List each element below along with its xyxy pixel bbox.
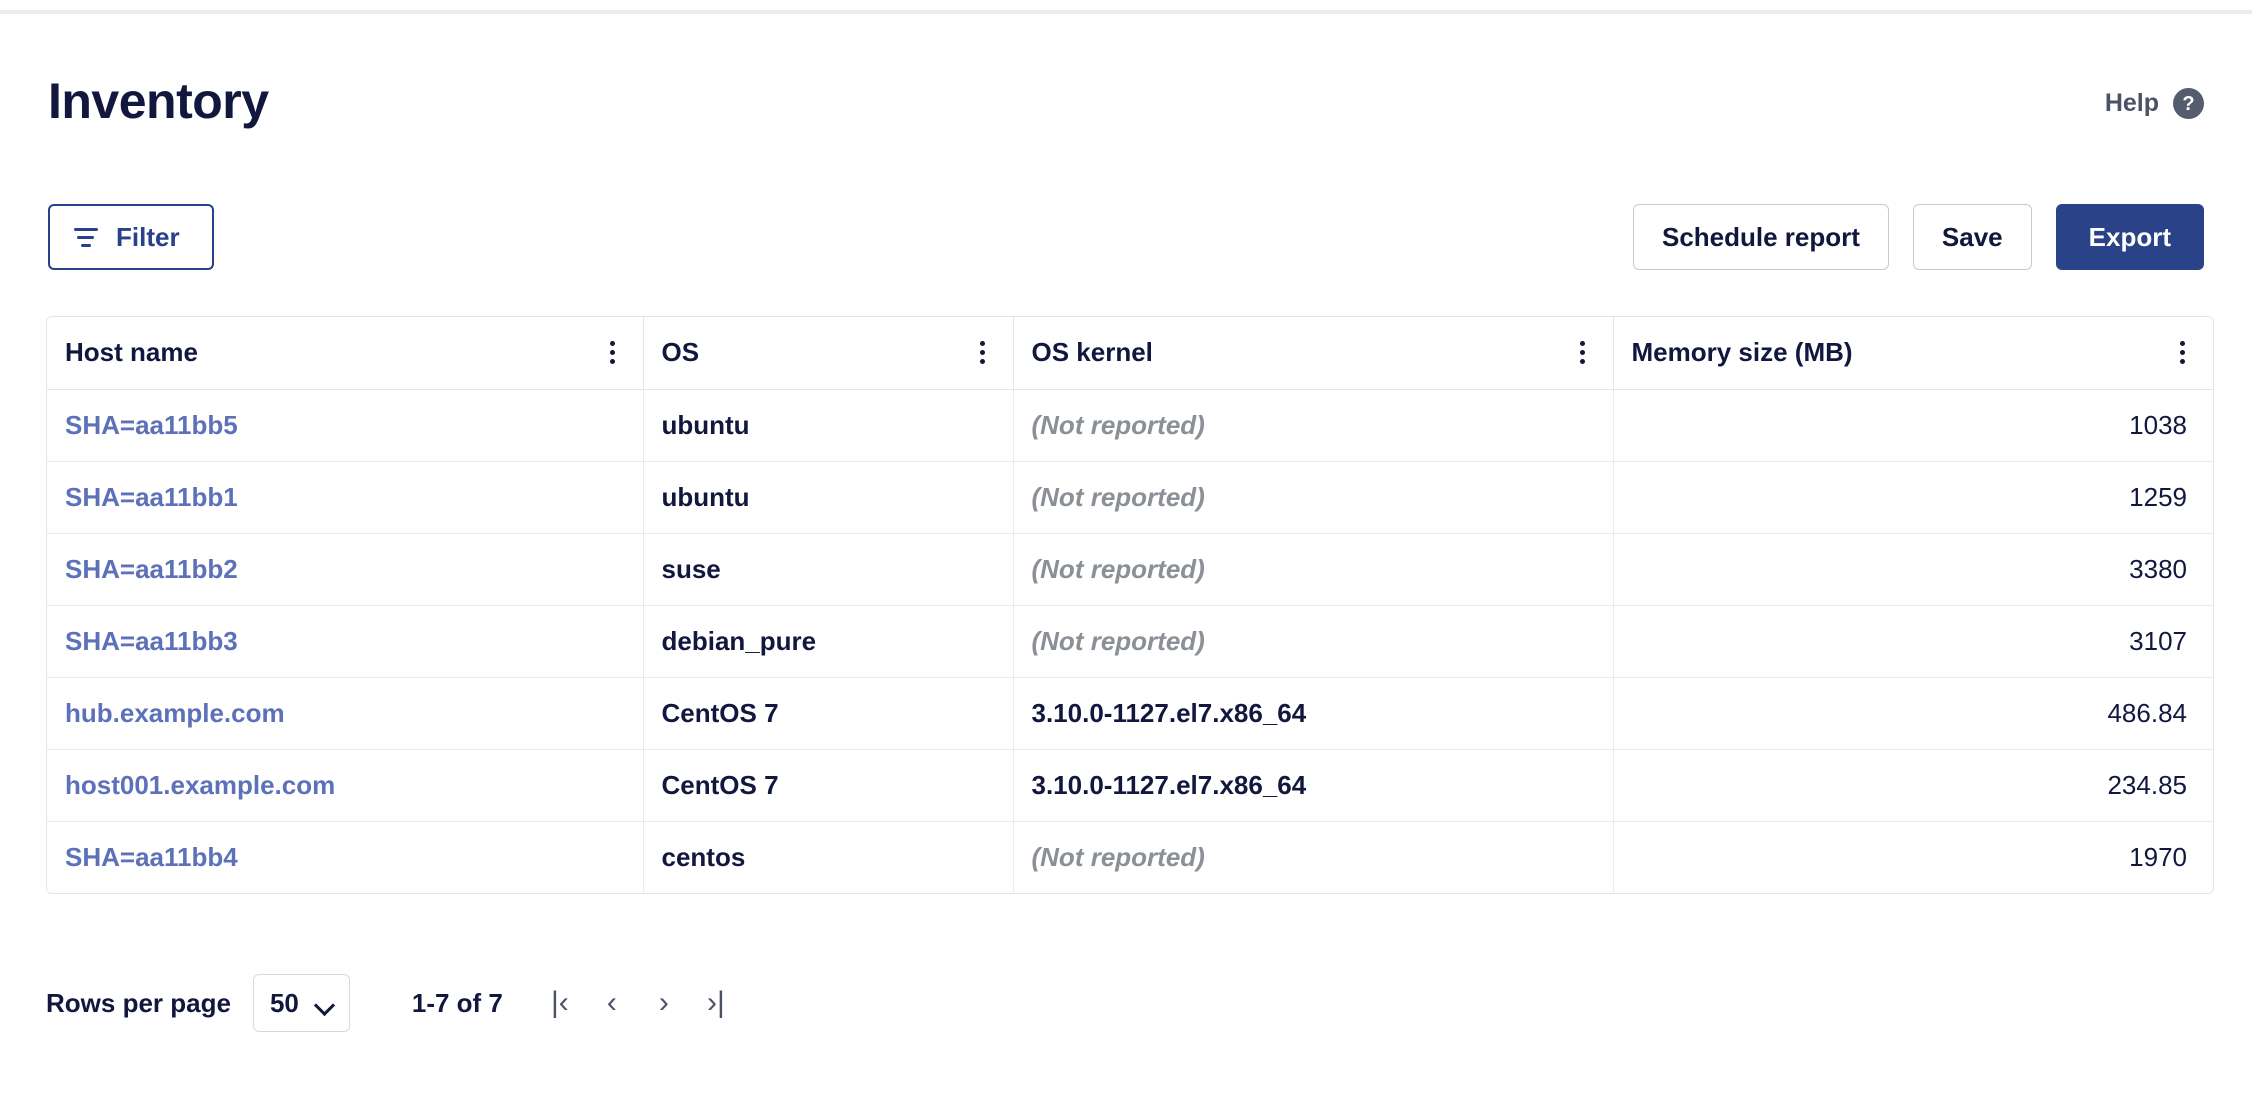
cell-os: ubuntu — [643, 389, 1014, 462]
host-link[interactable]: SHA=aa11bb4 — [65, 841, 238, 872]
cell-host-name: SHA=aa11bb1 — [47, 461, 644, 534]
filter-button-label: Filter — [116, 221, 180, 252]
table-row: SHA=aa11bb4 centos (Not reported) 1970 — [47, 821, 2213, 893]
column-header-memory-size: Memory size (MB) — [1613, 317, 2213, 390]
filter-icon — [74, 227, 98, 247]
page-header: Inventory Help ? — [48, 70, 2204, 144]
first-page-icon[interactable]: |‹ — [550, 986, 569, 1019]
table-row: SHA=aa11bb2 suse (Not reported) 3380 — [47, 533, 2213, 606]
cell-memory-size: 1259 — [1613, 461, 2213, 534]
question-mark-icon[interactable]: ? — [2173, 88, 2204, 119]
cell-host-name: host001.example.com — [47, 749, 644, 822]
cell-os-kernel: 3.10.0-1127.el7.x86_64 — [1013, 677, 1614, 750]
column-menu-icon-host-name[interactable] — [604, 335, 621, 370]
help-link[interactable]: Help ? — [2105, 88, 2204, 119]
cell-memory-size: 486.84 — [1613, 677, 2213, 750]
cell-host-name: SHA=aa11bb4 — [47, 821, 644, 893]
column-header-os-kernel: OS kernel — [1013, 317, 1614, 390]
cell-os-kernel: (Not reported) — [1013, 461, 1614, 534]
cell-host-name: SHA=aa11bb3 — [47, 605, 644, 678]
page-title: Inventory — [48, 73, 269, 129]
help-label: Help — [2104, 89, 2159, 117]
cell-memory-size: 3380 — [1613, 533, 2213, 606]
column-menu-icon-os-kernel[interactable] — [1574, 335, 1591, 370]
host-link[interactable]: SHA=aa11bb1 — [65, 481, 238, 512]
cell-os-kernel: (Not reported) — [1013, 821, 1614, 893]
cell-memory-size: 1038 — [1613, 389, 2213, 462]
table-row: host001.example.com CentOS 7 3.10.0-1127.e… — [47, 749, 2213, 822]
cell-os: CentOS 7 — [643, 749, 1014, 822]
table-body: SHA=aa11bb5 ubuntu (Not reported) 1038 SHA=a… — [47, 389, 2213, 893]
column-header-label: Memory size (MB) — [1631, 337, 1853, 368]
cell-os: CentOS 7 — [643, 677, 1014, 750]
filter-button[interactable]: Filter — [48, 204, 214, 270]
host-link[interactable]: SHA=aa11bb5 — [65, 409, 238, 440]
rows-per-page-select[interactable]: 50 — [252, 974, 350, 1032]
top-divider — [0, 10, 2252, 14]
column-menu-icon-os[interactable] — [974, 335, 991, 370]
table-header-row: Host name OS OS kernel — [47, 317, 2213, 390]
column-header-label: Host name — [65, 337, 198, 368]
pagination: Rows per page 50 1-7 of 7 |‹ ‹ › ›| — [46, 972, 737, 1034]
save-button[interactable]: Save — [1912, 204, 2032, 270]
cell-os: suse — [643, 533, 1014, 606]
inventory-page: Inventory Help ? Filter Schedule report … — [0, 14, 2252, 1106]
cell-os-kernel: 3.10.0-1127.el7.x86_64 — [1013, 749, 1614, 822]
table-header: Host name OS OS kernel — [47, 317, 2213, 390]
cell-host-name: hub.example.com — [47, 677, 644, 750]
table-row: hub.example.com CentOS 7 3.10.0-1127.el7.x… — [47, 677, 2213, 750]
cell-memory-size: 3107 — [1613, 605, 2213, 678]
table-row: SHA=aa11bb1 ubuntu (Not reported) 1259 — [47, 461, 2213, 534]
host-link[interactable]: host001.example.com — [65, 769, 336, 800]
rows-per-page-label: Rows per page — [46, 987, 231, 1018]
last-page-icon[interactable]: ›| — [706, 986, 725, 1019]
host-link[interactable]: hub.example.com — [65, 697, 285, 728]
table-row: SHA=aa11bb3 debian_pure (Not reported) 3107 — [47, 605, 2213, 678]
cell-host-name: SHA=aa11bb2 — [47, 533, 644, 606]
cell-os-kernel: (Not reported) — [1013, 605, 1614, 678]
previous-page-icon[interactable]: ‹ — [606, 986, 617, 1019]
host-link[interactable]: SHA=aa11bb2 — [65, 553, 238, 584]
table-row: SHA=aa11bb5 ubuntu (Not reported) 1038 — [47, 389, 2213, 462]
cell-os: debian_pure — [643, 605, 1014, 678]
cell-host-name: SHA=aa11bb5 — [47, 389, 644, 462]
toolbar: Filter Schedule report Save Export — [48, 204, 2204, 270]
cell-os-kernel: (Not reported) — [1013, 533, 1614, 606]
next-page-icon[interactable]: › — [658, 986, 669, 1019]
inventory-table-container: Host name OS OS kernel — [46, 316, 2214, 894]
export-button[interactable]: Export — [2055, 204, 2204, 270]
column-header-host-name: Host name — [47, 317, 644, 390]
cell-os: centos — [643, 821, 1014, 893]
cell-memory-size: 234.85 — [1613, 749, 2213, 822]
cell-memory-size: 1970 — [2129, 841, 2187, 872]
column-header-os: OS — [643, 317, 1014, 390]
page-range-text: 1-7 of 7 — [411, 987, 503, 1018]
column-header-label: OS — [661, 337, 700, 368]
column-header-label: OS kernel — [1031, 337, 1153, 368]
chevron-down-icon — [315, 998, 333, 1008]
pager-buttons: |‹ ‹ › ›| — [539, 980, 737, 1026]
cell-os: ubuntu — [643, 461, 1014, 534]
schedule-report-button[interactable]: Schedule report — [1632, 204, 1889, 270]
rows-per-page-value: 50 — [269, 987, 299, 1018]
cell-os-kernel: (Not reported) — [1013, 389, 1614, 462]
toolbar-actions: Schedule report Save Export — [1632, 204, 2204, 270]
column-menu-icon-memory-size[interactable] — [2174, 335, 2191, 370]
host-link[interactable]: SHA=aa11bb3 — [65, 625, 238, 656]
inventory-table: Host name OS OS kernel — [47, 317, 2213, 893]
